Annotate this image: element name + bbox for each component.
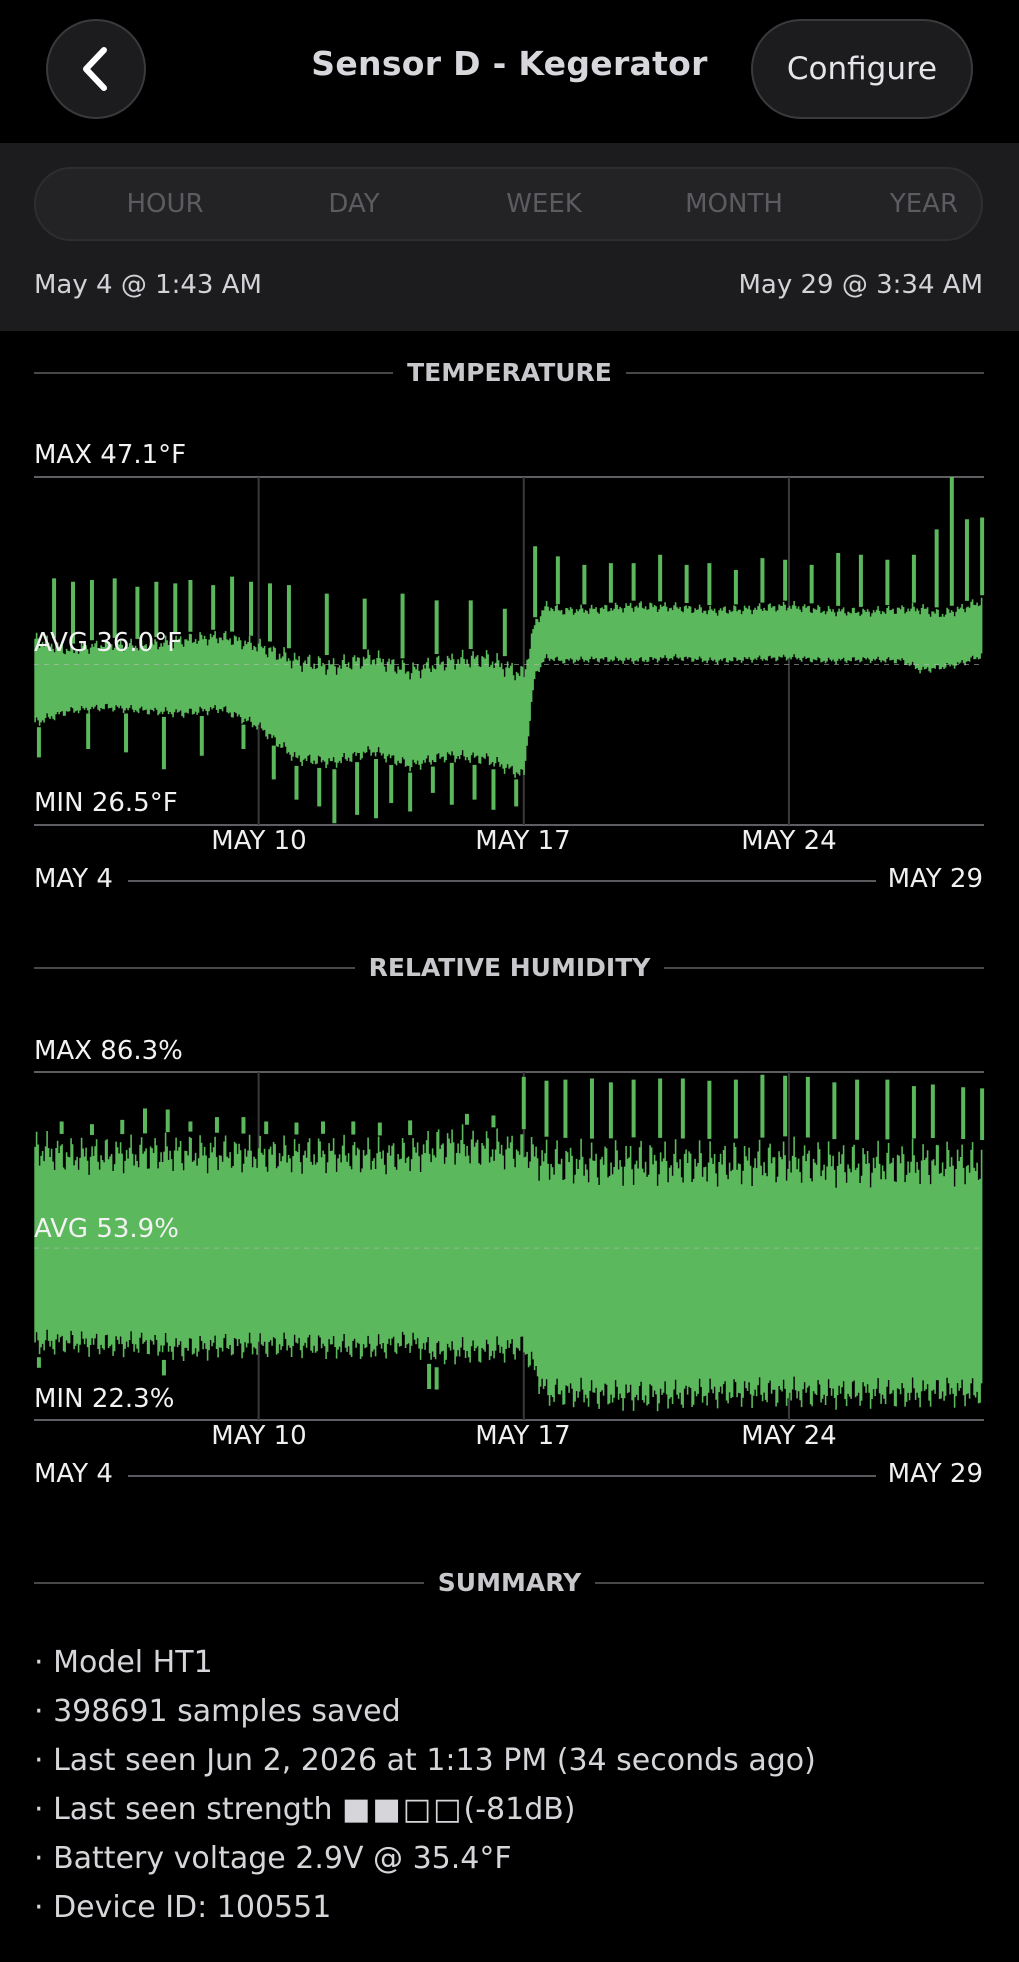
humidity-series [34,1074,985,1412]
summary-model: · Model HT1 [34,1645,213,1680]
tab-week[interactable]: WEEK [506,189,582,219]
signal-strength-icon: ■■□□ [342,1792,464,1827]
range-end-date[interactable]: May 29 @ 3:34 AM [738,270,984,300]
temperature-section-title-text: TEMPERATURE [393,358,626,387]
summary-samples: · 398691 samples saved [34,1694,401,1729]
humidity-section-title: RELATIVE HUMIDITY [0,953,1019,982]
summary-section-title-text: SUMMARY [423,1568,596,1597]
tab-month[interactable]: MONTH [685,189,783,219]
range-start-date[interactable]: May 4 @ 1:43 AM [34,270,262,300]
summary-last-seen: · Last seen Jun 2, 2026 at 1:13 PM (34 s… [34,1743,816,1778]
humidity-range-line [128,1475,876,1477]
humidity-x-tick-may-17: MAY 17 [475,1421,571,1451]
chevron-left-icon [83,47,107,91]
temperature-range-line [128,880,876,882]
humidity-section-title-text: RELATIVE HUMIDITY [354,953,665,982]
tab-day[interactable]: DAY [328,189,380,219]
summary-section-title: SUMMARY [0,1568,1019,1597]
tab-year[interactable]: YEAR [889,189,959,219]
temperature-range-start: MAY 4 [34,864,113,894]
temperature-series-band [34,597,983,778]
tab-hour[interactable]: HOUR [126,189,204,219]
humidity-x-tick-may-10: MAY 10 [211,1421,307,1451]
temperature-chart[interactable] [0,460,1019,850]
temperature-section-title: TEMPERATURE [0,358,1019,387]
humidity-x-tick-may-24: MAY 24 [741,1421,837,1451]
humidity-min-label: MIN 22.3% [34,1384,175,1414]
temperature-x-tick-may-24: MAY 24 [741,826,837,856]
header: Sensor D - Kegerator Configure [0,0,1019,143]
temperature-x-tick-may-10: MAY 10 [211,826,307,856]
time-range-panel: HOUR DAY WEEK MONTH YEAR May 4 @ 1:43 AM… [0,143,1019,331]
summary-signal-strength-label: · Last seen strength [34,1792,343,1827]
time-range-segmented-control: HOUR DAY WEEK MONTH YEAR [34,167,983,241]
humidity-range-end: MAY 29 [887,1459,983,1489]
humidity-chart[interactable] [0,1055,1019,1445]
humidity-max-label: MAX 86.3% [34,1036,183,1066]
humidity-range-start: MAY 4 [34,1459,113,1489]
summary-signal-strength: · Last seen strength ■■□□(-81dB) [34,1785,984,1834]
humidity-series-band [34,1124,983,1412]
configure-button[interactable]: Configure [751,19,973,119]
summary-device-id: · Device ID: 100551 [34,1890,332,1925]
back-button[interactable] [46,19,146,119]
summary-battery-voltage: · Battery voltage 2.9V @ 35.4°F [34,1841,512,1876]
page-title: Sensor D - Kegerator [311,44,708,83]
temperature-x-tick-may-17: MAY 17 [475,826,571,856]
temperature-min-label: MIN 26.5°F [34,788,178,818]
temperature-avg-label: AVG 36.0°F [34,628,183,658]
summary-signal-strength-value: (-81dB) [463,1792,576,1827]
humidity-avg-label: AVG 53.9% [34,1214,179,1244]
temperature-series [34,477,985,824]
temperature-range-end: MAY 29 [887,864,983,894]
summary-list: · Model HT1 · 398691 samples saved · Las… [34,1638,984,1932]
temperature-max-label: MAX 47.1°F [34,440,187,470]
